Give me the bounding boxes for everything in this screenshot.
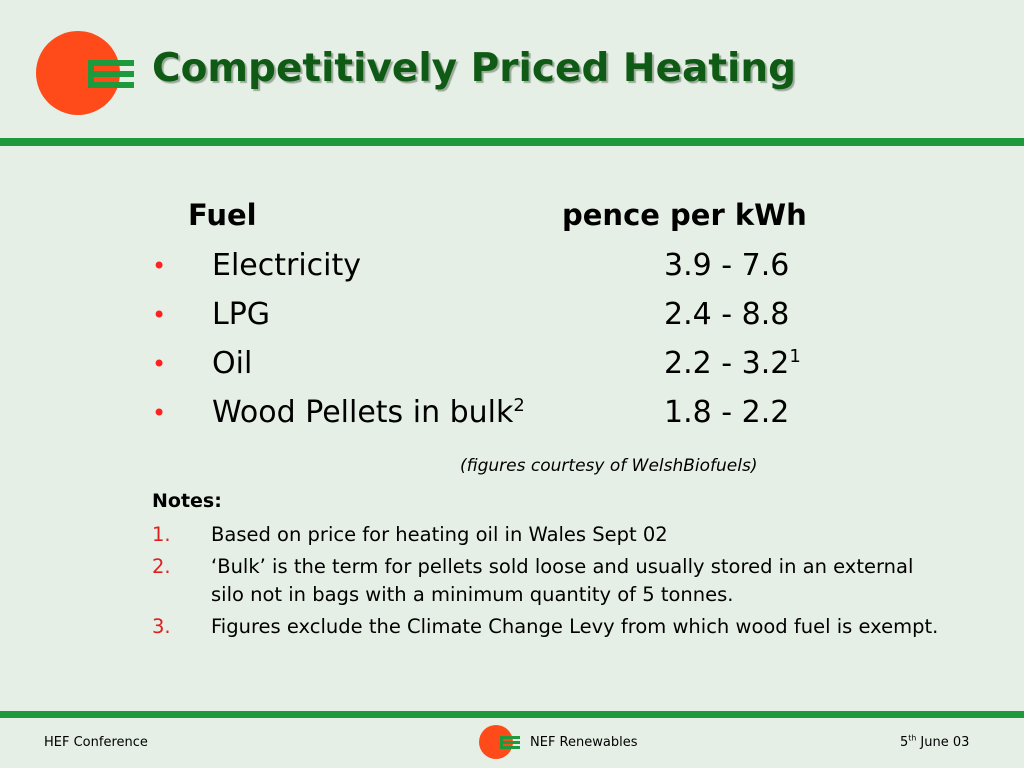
column-header: Fuel [188, 198, 257, 232]
date-suffix: th [908, 733, 917, 743]
note-text: Figures exclude the Climate Change Levy … [211, 615, 939, 638]
fuel-name: Oil [212, 346, 253, 381]
footer-left: HEF Conference [44, 735, 148, 750]
note-text: ‘Bulk’ is the term for pellets sold loos… [211, 555, 914, 606]
footnote-ref: 2 [513, 395, 525, 416]
fuel: Electricity [212, 248, 361, 283]
logo [36, 31, 134, 115]
fuel-name: LPG [212, 297, 271, 332]
note-text: Based on price for heating oil in Wales … [211, 523, 668, 546]
price-range: 3.9 - 7.6 [664, 248, 789, 283]
notes-title: Notes: [152, 490, 222, 512]
date-rest: June 03 [920, 735, 970, 750]
column-header: pence per kWh [562, 198, 807, 232]
range: 2.2 - 3.2 [664, 346, 790, 381]
divider [0, 711, 1024, 718]
date-day: 5 [900, 735, 909, 750]
range: 3.9 - 7.6 [664, 248, 790, 283]
range: 1.8 - 2.2 [664, 395, 790, 430]
footer-center: NEF Renewables [530, 735, 638, 750]
bullet: • [152, 399, 167, 427]
footer-logo [479, 725, 520, 759]
footnote-ref: 1 [789, 346, 801, 367]
price-range: 1.8 - 2.2 [664, 395, 789, 430]
bullet: • [152, 350, 167, 378]
footer-date: 5th June 03 [900, 733, 970, 750]
title: Competitively Priced Heating [152, 46, 797, 91]
fuel: Oil [212, 346, 252, 381]
bullet: • [152, 252, 167, 280]
bullet: • [152, 301, 167, 329]
note-number: 2. [152, 555, 171, 578]
fuel-name: Wood Pellets in bulk [212, 395, 514, 430]
range: 2.4 - 8.8 [664, 297, 790, 332]
fuel-name: Electricity [212, 248, 362, 283]
fuel: Wood Pellets in bulk2 [212, 395, 525, 430]
price-range: 2.2 - 3.21 [664, 346, 801, 381]
price-range: 2.4 - 8.8 [664, 297, 789, 332]
source: (figures courtesy of WelshBiofuels) [460, 456, 758, 476]
note-number: 1. [152, 523, 171, 546]
fuel: LPG [212, 297, 270, 332]
note-number: 3. [152, 615, 171, 638]
divider [0, 138, 1024, 146]
